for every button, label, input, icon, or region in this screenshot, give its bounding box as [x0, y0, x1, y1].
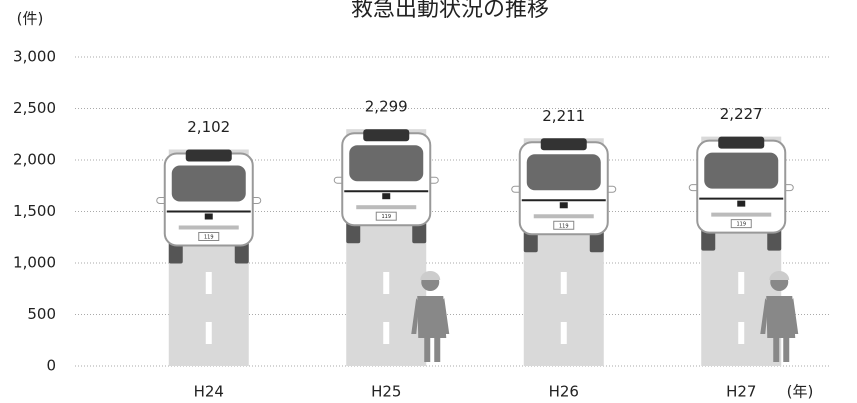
ambulance-icon: 119: [688, 136, 794, 251]
value-label: 2,227: [720, 105, 763, 123]
arms: [760, 298, 799, 334]
plate-text: 119: [736, 222, 746, 228]
road-dash: [560, 322, 567, 344]
y-tick-label: 3,000: [13, 48, 56, 66]
y-tick-label: 2,000: [13, 151, 56, 169]
plate-text: 119: [204, 234, 214, 240]
wheel: [701, 228, 716, 251]
plate-text: 119: [381, 214, 391, 220]
grille: [178, 225, 239, 230]
road-dash: [383, 322, 390, 344]
y-tick-label: 0: [46, 357, 56, 375]
x-tick-label: H25: [371, 383, 401, 401]
roof-light: [185, 149, 232, 162]
y-tick-label: 2,500: [13, 99, 56, 117]
y-tick-label: 1,500: [13, 202, 56, 220]
roof-light: [540, 138, 587, 151]
wheel: [234, 241, 249, 264]
ambulance-icon: 119: [156, 149, 262, 264]
x-tick-label: H27: [726, 383, 756, 401]
road-dash: [205, 322, 212, 344]
road-dash: [205, 272, 212, 294]
x-axis-unit: (年): [787, 383, 814, 401]
plate: [375, 211, 397, 221]
x-tick-label: H24: [194, 383, 224, 401]
y-axis-unit: (件): [17, 10, 44, 28]
chart-title: 救急出動状況の推移: [351, 0, 549, 22]
ambulance-icon: 119: [511, 138, 617, 253]
wheel: [346, 221, 361, 244]
grille: [356, 205, 417, 210]
x-tick-label: H26: [549, 383, 579, 401]
road-dash: [383, 272, 390, 294]
emblem: [737, 200, 746, 207]
windshield: [171, 165, 246, 202]
helmet: [420, 271, 441, 280]
arms: [411, 298, 450, 334]
paramedic-icon: [411, 271, 450, 362]
value-label: 2,211: [542, 107, 585, 125]
torso: [417, 296, 447, 362]
plate: [198, 231, 220, 241]
windshield: [349, 145, 424, 182]
road-dash: [738, 272, 745, 294]
y-tick-label: 1,000: [13, 254, 56, 272]
emblem: [204, 213, 213, 220]
value-label: 2,299: [365, 98, 408, 116]
value-label: 2,102: [187, 118, 230, 136]
windshield: [704, 152, 779, 189]
emblem: [382, 193, 391, 200]
plate: [553, 220, 575, 230]
grille: [533, 214, 594, 219]
paramedic-icon: [760, 271, 799, 362]
grille: [711, 212, 772, 217]
road-dash: [738, 322, 745, 344]
windshield: [526, 154, 601, 191]
y-tick-label: 500: [27, 305, 56, 323]
wheel: [412, 221, 427, 244]
plate-text: 119: [559, 223, 569, 229]
wheel: [168, 241, 183, 264]
torso: [766, 296, 796, 362]
plate: [730, 219, 752, 229]
roof-light: [718, 136, 765, 149]
road-dash: [560, 272, 567, 294]
wheel: [589, 230, 604, 253]
emblem: [559, 202, 568, 209]
helmet: [769, 271, 790, 280]
ambulance-icon: 119: [333, 129, 439, 244]
roof-light: [363, 129, 410, 142]
wheel: [767, 228, 782, 251]
wheel: [523, 230, 538, 253]
